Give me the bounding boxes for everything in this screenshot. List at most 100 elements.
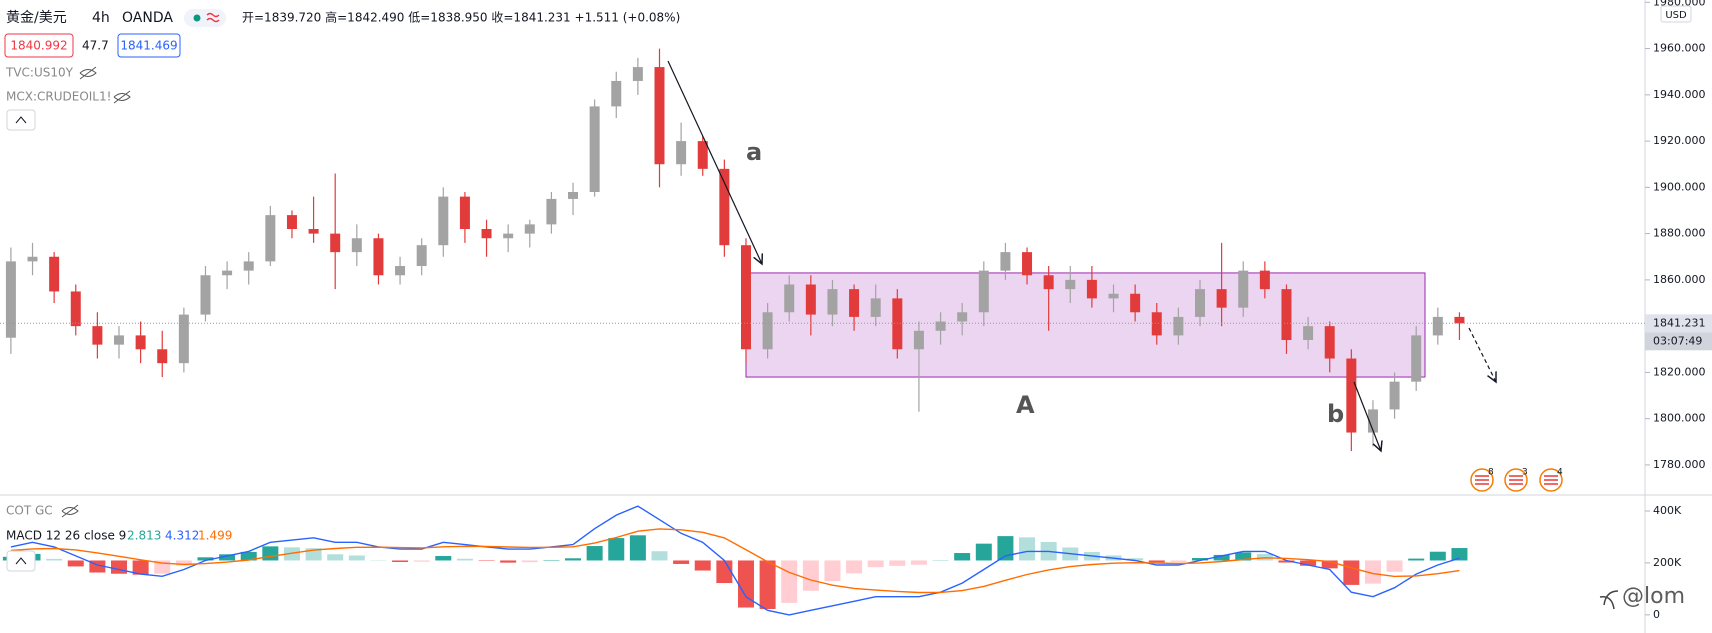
candle-body: [589, 106, 600, 192]
candle-body: [611, 80, 622, 107]
sell-box[interactable]: [4, 33, 74, 58]
indicator-value: 2.813: [127, 529, 161, 543]
hidden-icon[interactable]: [113, 90, 131, 104]
histogram-bar: [456, 558, 473, 561]
candle-body: [935, 321, 946, 331]
candle-body: [351, 238, 362, 253]
histogram-bar: [1235, 552, 1252, 561]
candle-body: [568, 191, 579, 199]
candle-body: [827, 289, 838, 315]
candle-body: [416, 245, 427, 267]
macd-line: [10, 505, 1460, 616]
histogram-bar: [1451, 548, 1468, 561]
hidden-icon[interactable]: [79, 66, 97, 80]
currency: USD: [1665, 10, 1687, 21]
y-tick-label: 1880.000: [1653, 227, 1706, 240]
candle-body: [178, 314, 189, 364]
histogram-bar: [997, 536, 1014, 561]
candle-body: [1238, 270, 1249, 308]
histogram-bar: [283, 547, 300, 561]
annotation: a: [746, 138, 762, 166]
last-price-label: 1841.231: [1653, 316, 1706, 329]
candle-body: [870, 298, 881, 317]
y-tick-label: 1920.000: [1653, 134, 1706, 147]
y-tick-label: 1780.000: [1653, 458, 1706, 471]
y2-tick-label: 400K: [1653, 504, 1682, 517]
candle-body: [395, 266, 406, 276]
histogram-bar: [1386, 560, 1403, 572]
overlay-symbol[interactable]: TVC:US10Y: [5, 66, 74, 80]
histogram-bar: [262, 546, 279, 561]
hidden-icon[interactable]: [61, 504, 79, 518]
candle-body: [286, 215, 297, 229]
candle-body: [892, 298, 903, 350]
interval[interactable]: 4h: [92, 10, 110, 26]
status-dot: [193, 14, 201, 22]
candle-body: [913, 330, 924, 350]
buy-box[interactable]: [117, 33, 181, 58]
arrow: [1353, 381, 1381, 451]
candle-body: [308, 228, 319, 234]
arrow: [1468, 327, 1496, 382]
candle-body: [849, 289, 860, 317]
candle-body: [27, 256, 38, 262]
symbol[interactable]: 黄金/美元: [6, 9, 67, 26]
candle-body: [1367, 409, 1378, 433]
candle-body: [135, 335, 146, 350]
histogram-bar: [521, 560, 538, 563]
candle-body: [805, 284, 816, 315]
candle-body: [676, 141, 687, 165]
histogram-bar: [802, 560, 819, 591]
histogram-bar: [197, 557, 214, 561]
histogram-bar: [67, 560, 84, 567]
candle-body: [1195, 289, 1205, 317]
histogram-bar: [327, 554, 344, 561]
arrow: [667, 60, 762, 264]
histogram-bar: [867, 560, 884, 568]
histogram-bar: [1127, 558, 1144, 561]
histogram-bar: [348, 555, 365, 561]
histogram-bar: [737, 560, 754, 608]
histogram-bar: [1343, 560, 1360, 585]
status-wave: [206, 12, 220, 23]
histogram-bar: [889, 560, 906, 566]
candle-body: [978, 270, 989, 313]
histogram-bar: [1192, 558, 1208, 561]
histogram-bar: [824, 560, 841, 582]
histogram-bar: [651, 551, 668, 561]
badge-count: 8: [1488, 468, 1494, 478]
countdown-tag: [1645, 332, 1712, 351]
histogram-bar: [1364, 560, 1381, 584]
histogram-bar: [954, 553, 971, 561]
status-pill[interactable]: [184, 9, 226, 27]
histogram-bar: [175, 560, 192, 566]
collapse-button[interactable]: [6, 109, 36, 131]
histogram-bar: [608, 538, 625, 561]
histogram-bar: [1321, 560, 1338, 569]
y-tick-label: 1820.000: [1653, 365, 1706, 378]
histogram-bar: [846, 560, 863, 574]
flag-icon: [1544, 475, 1558, 485]
histogram-bar: [1019, 537, 1036, 561]
candle-body: [1454, 316, 1465, 324]
flag-icon: [1509, 475, 1523, 485]
histogram-bar: [1278, 560, 1295, 563]
collapse-button[interactable]: [6, 550, 36, 572]
candle-body: [114, 335, 124, 345]
watermark: @lom: [1622, 584, 1685, 609]
y-tick-label: 1980.000: [1653, 0, 1706, 8]
histogram-bar: [435, 556, 452, 561]
ohlc: 开=1839.720 高=1842.490 低=1838.950 收=1841.…: [242, 10, 680, 25]
overlay-symbol[interactable]: MCX:CRUDEOIL1!: [6, 90, 111, 104]
candle-body: [1389, 381, 1400, 410]
candle-body: [762, 312, 773, 350]
candle-body: [1324, 326, 1335, 359]
candle-body: [1151, 312, 1162, 336]
y-tick-label: 1900.000: [1653, 180, 1706, 193]
buy-price: 1841.469: [120, 39, 177, 53]
histogram-bar: [1429, 551, 1446, 561]
candle-body: [1000, 252, 1011, 271]
badge-count: 3: [1522, 468, 1528, 478]
